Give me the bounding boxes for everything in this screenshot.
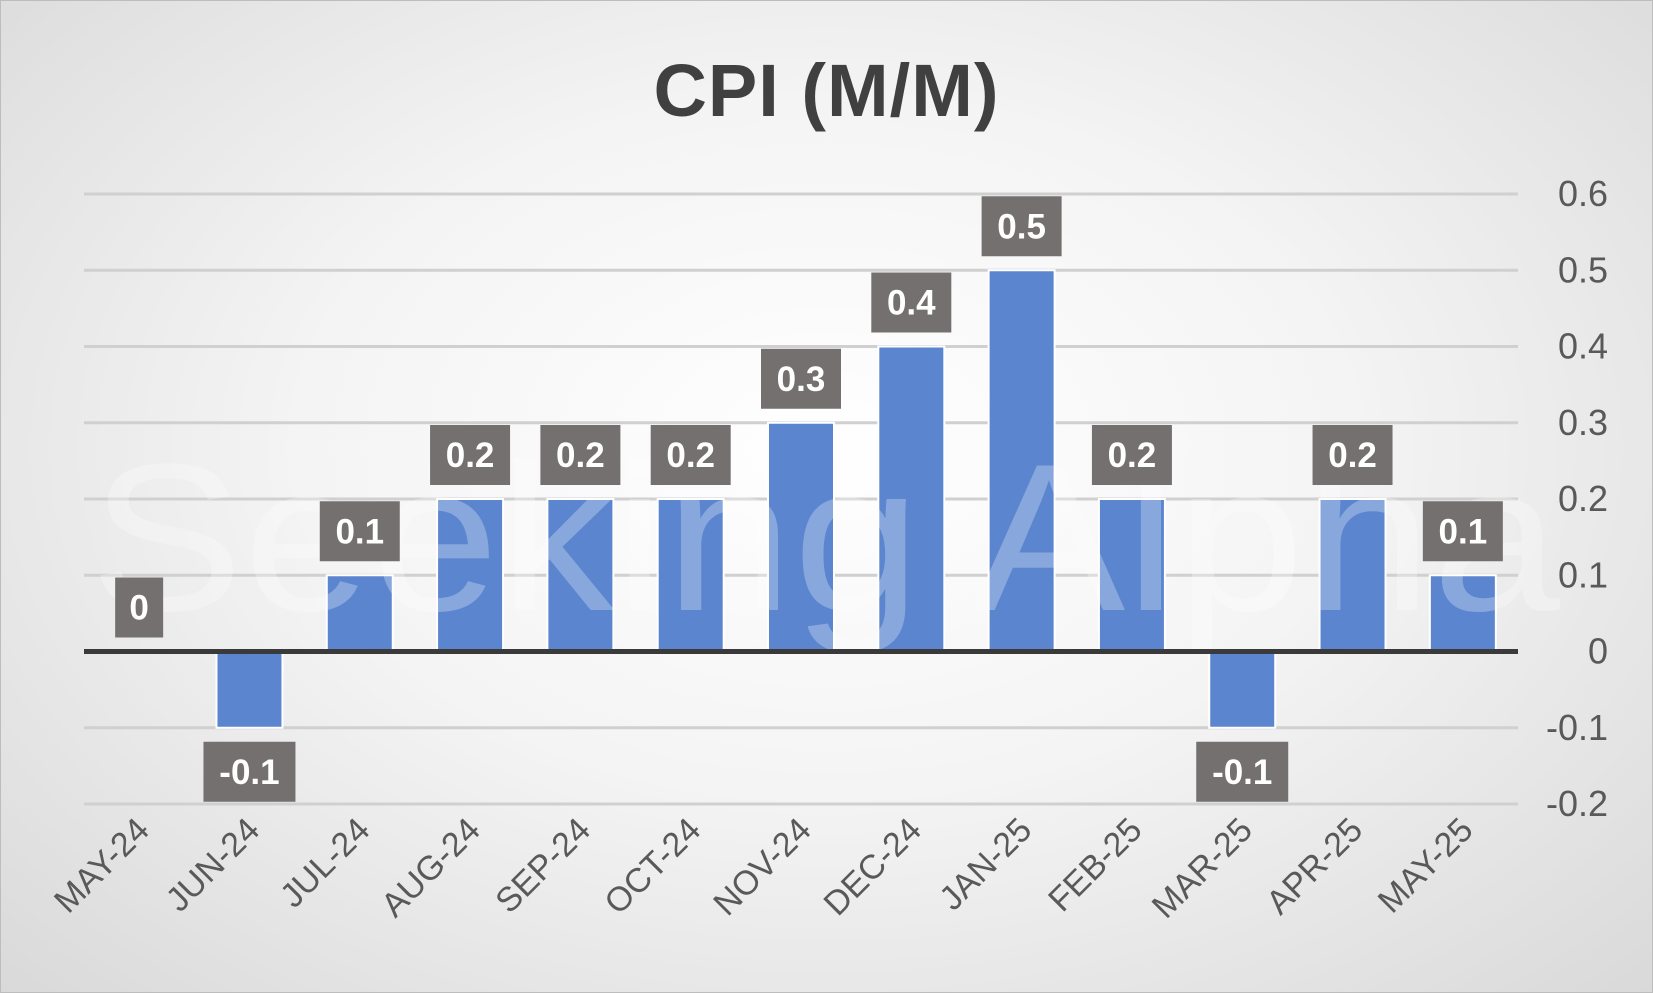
bar-oct-24	[656, 498, 725, 653]
x-tick-label: FEB-25	[1041, 811, 1149, 919]
data-label-text: 0.3	[777, 360, 826, 399]
y-tick-label: 0.3	[1558, 402, 1608, 443]
x-tick-label: SEP-24	[488, 811, 598, 921]
data-label-box	[761, 348, 841, 409]
bar-mar-25	[1208, 650, 1277, 729]
data-label-text: -0.1	[1212, 753, 1272, 792]
bar-apr-25	[1318, 498, 1387, 653]
data-label: 0.4	[871, 272, 952, 333]
y-tick-label: -0.2	[1546, 783, 1608, 824]
x-tick-label: OCT-24	[597, 811, 708, 922]
data-label-text: 0.2	[666, 436, 715, 475]
data-label: -0.1	[203, 741, 296, 802]
x-tick-label: DEC-24	[817, 811, 929, 923]
x-tick-label: APR-25	[1259, 811, 1370, 922]
bar-jul-24	[325, 574, 394, 653]
data-label-box	[319, 501, 400, 562]
data-label: 0.2	[1091, 425, 1172, 485]
y-tick-label: 0.6	[1558, 173, 1608, 214]
data-label: -0.1	[1196, 741, 1289, 802]
y-axis-ticks: 0.6 0.5 0.4 0.3 0.2 0.1 0 -0.1 -0.2	[1546, 173, 1608, 824]
data-label: 0	[115, 577, 164, 638]
data-label-box	[1091, 425, 1172, 485]
data-label-box	[871, 272, 952, 333]
data-label-text: 0.2	[1108, 436, 1157, 475]
data-label: 0.2	[1312, 425, 1393, 485]
bar-aug-24	[436, 498, 505, 653]
x-tick-label: JUL-24	[273, 811, 377, 915]
data-label-box	[1422, 501, 1503, 562]
data-labels: 0 -0.1 0.1 0.2 0.2 0.2 0.3 0.4 0.5 0.2 -0.1 0.2 0.1	[115, 196, 1503, 802]
y-tick-label: -0.1	[1546, 707, 1608, 748]
data-label-text: 0.2	[446, 436, 495, 475]
data-label: 0.2	[650, 425, 731, 485]
bar-jun-24	[215, 650, 284, 729]
data-label-text: 0.5	[997, 207, 1046, 246]
data-label-text: 0	[129, 589, 148, 628]
data-label-text: 0.2	[556, 436, 605, 475]
y-tick-label: 0.1	[1558, 554, 1608, 595]
data-label-text: 0.1	[1439, 512, 1488, 551]
x-tick-label: MAY-25	[1371, 811, 1481, 921]
bar-jan-25	[987, 269, 1056, 653]
chart-title: CPI (M/M)	[653, 49, 1000, 132]
y-tick-label: 0.4	[1558, 326, 1608, 367]
data-label: 0.1	[319, 501, 400, 562]
data-label-box	[430, 425, 511, 485]
x-tick-label: MAY-24	[47, 811, 157, 921]
bar-sep-24	[546, 498, 615, 653]
bars	[215, 269, 1497, 729]
data-label-box	[981, 196, 1062, 257]
data-label-text: 0.2	[1328, 436, 1377, 475]
data-label-box	[1196, 741, 1289, 802]
data-label: 0.5	[981, 196, 1062, 257]
y-tick-label: 0.5	[1558, 249, 1608, 290]
data-label-box	[650, 425, 731, 485]
data-label-text: 0.1	[335, 512, 384, 551]
data-label: 0.1	[1422, 501, 1503, 562]
data-label: 0.2	[540, 425, 621, 485]
data-label-box	[203, 741, 296, 802]
bar-may-25	[1428, 574, 1497, 653]
data-label: 0.2	[430, 425, 511, 485]
data-label-box	[540, 425, 621, 485]
x-tick-label: AUG-24	[374, 811, 488, 925]
data-label-text: -0.1	[219, 753, 279, 792]
data-label-box	[115, 577, 164, 638]
data-label-box	[1312, 425, 1393, 485]
x-tick-label: NOV-24	[706, 811, 818, 923]
data-label-text: 0.4	[887, 284, 936, 323]
y-tick-label: 0.2	[1558, 478, 1608, 519]
data-label: 0.3	[761, 348, 841, 409]
bar-dec-24	[877, 345, 946, 653]
bar-feb-25	[1097, 498, 1166, 653]
x-tick-label: MAR-25	[1145, 811, 1260, 926]
bar-nov-24	[767, 421, 835, 653]
y-tick-label: 0	[1588, 631, 1608, 672]
x-tick-label: JAN-25	[932, 811, 1039, 918]
x-tick-label: JUN-24	[159, 811, 267, 919]
